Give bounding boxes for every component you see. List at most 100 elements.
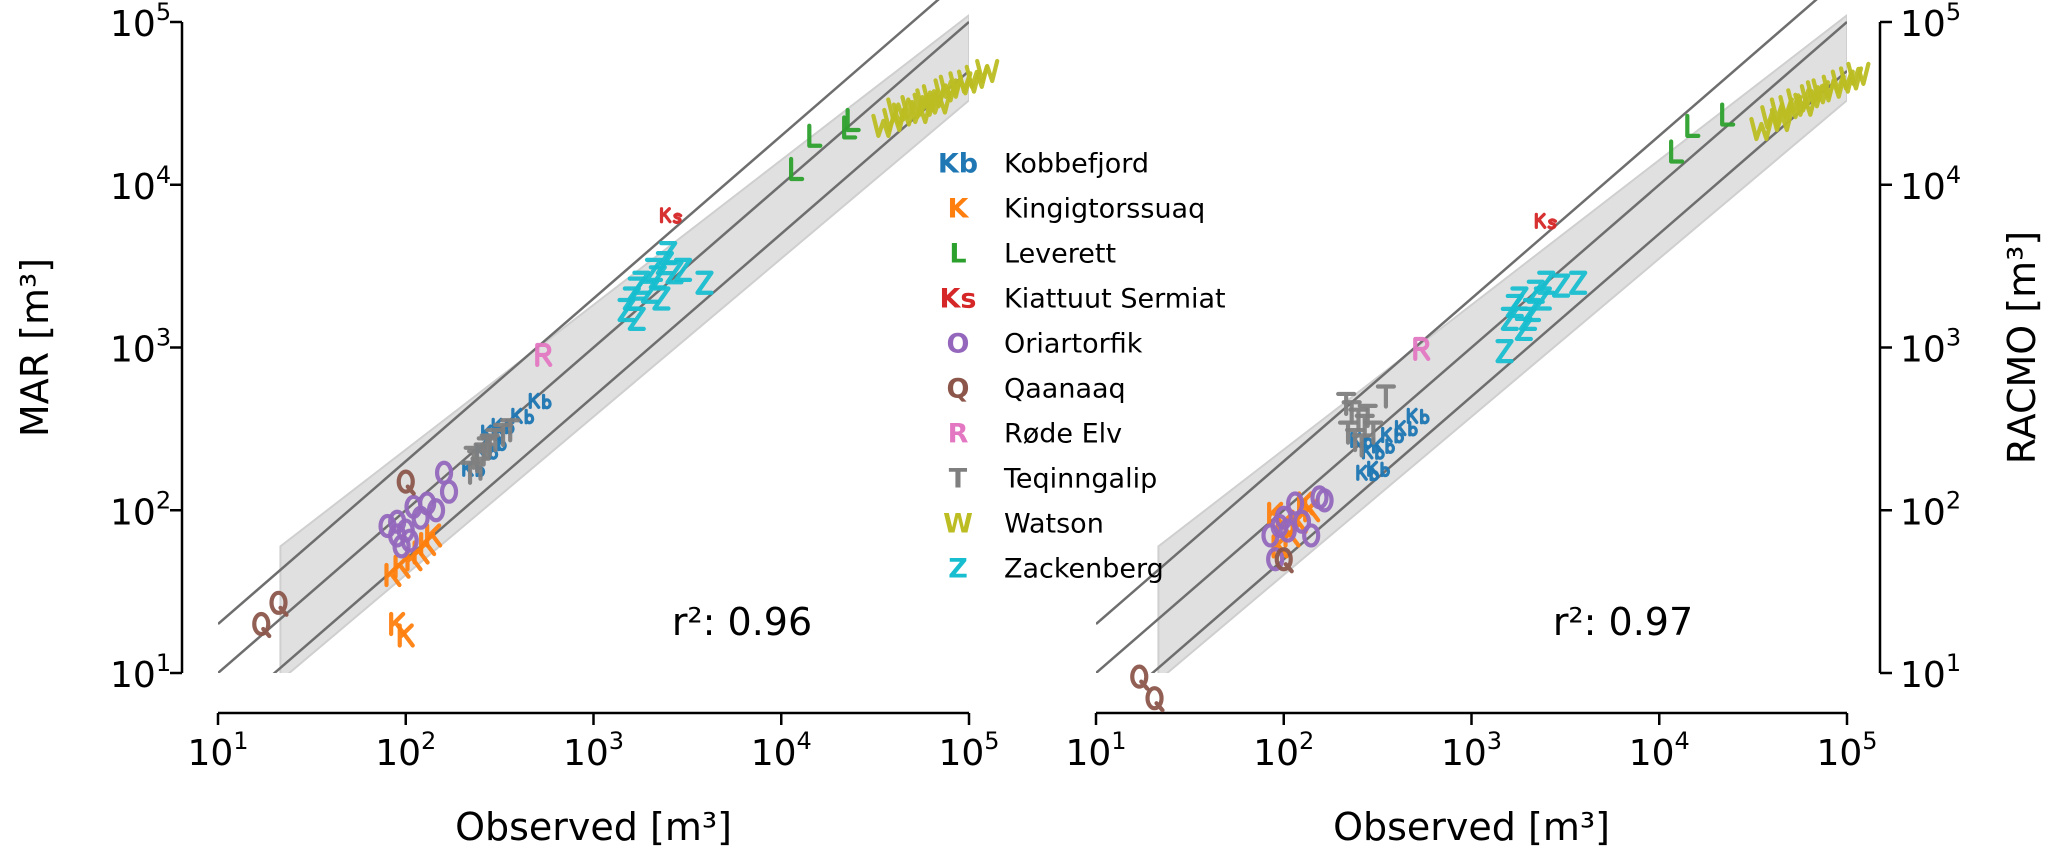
data-point bbox=[789, 156, 805, 182]
series-kiattuut-sermiat bbox=[1534, 212, 1558, 230]
data-point bbox=[933, 78, 958, 103]
legend-marker: Ks bbox=[940, 284, 977, 315]
series-kobbefjord bbox=[1350, 407, 1430, 482]
data-point bbox=[1534, 212, 1558, 230]
data-point bbox=[396, 518, 415, 543]
data-point-glyph bbox=[535, 342, 553, 368]
legend-marker: Kb bbox=[938, 149, 978, 180]
data-point-glyph bbox=[789, 156, 805, 182]
data-point bbox=[1274, 547, 1294, 574]
data-point-glyph bbox=[1367, 460, 1379, 477]
data-point-glyph bbox=[1286, 491, 1305, 516]
data-point bbox=[426, 498, 446, 523]
data-point bbox=[1846, 61, 1871, 86]
data-point-glyph bbox=[528, 392, 541, 409]
legend-label: Røde Elv bbox=[1004, 419, 1122, 450]
data-point-glyph bbox=[1337, 420, 1359, 445]
data-point bbox=[1569, 270, 1588, 295]
data-point-glyph bbox=[426, 498, 446, 523]
data-point-glyph bbox=[1348, 407, 1369, 432]
one-to-one-line bbox=[1096, 21, 1847, 673]
data-point-glyph bbox=[1351, 433, 1372, 458]
data-point-glyph bbox=[1769, 107, 1794, 133]
series-leverett bbox=[789, 107, 861, 182]
y-tick-label: 103 bbox=[110, 324, 171, 371]
panel-left: 101 101 102 102 103 103 104 104 105 105 Observed [… bbox=[13, 0, 1000, 849]
series-teqinngalip bbox=[1336, 384, 1396, 458]
series-leverett bbox=[1669, 102, 1736, 164]
data-point bbox=[1720, 102, 1736, 127]
data-point bbox=[1749, 116, 1774, 142]
tick-exponent: 4 bbox=[156, 161, 171, 189]
data-point-glyph bbox=[1357, 403, 1378, 428]
tick-exponent: 1 bbox=[156, 649, 171, 677]
data-point bbox=[396, 469, 416, 496]
data-point-glyph bbox=[1805, 80, 1831, 105]
data-point-glyph bbox=[1500, 306, 1519, 331]
data-point bbox=[1526, 279, 1545, 304]
tick-exponent: 4 bbox=[1675, 727, 1690, 755]
data-point bbox=[975, 58, 1000, 84]
data-point-glyph bbox=[1669, 139, 1685, 164]
data-point bbox=[1367, 460, 1391, 478]
y-axis-label: RACMO [m³] bbox=[2000, 231, 2044, 464]
data-point-glyph bbox=[497, 435, 507, 452]
data-point bbox=[388, 509, 407, 534]
data-point-glyph bbox=[439, 479, 459, 504]
r-squared-annotation: r²: 0.96 bbox=[672, 600, 812, 644]
tick-exponent: 3 bbox=[1946, 324, 1961, 352]
data-point-glyph bbox=[665, 260, 684, 285]
data-point bbox=[1261, 523, 1280, 548]
legend: Kb Kobbefjord K Kingigtorssuaq L Leverett Ks Ki… bbox=[938, 149, 1226, 585]
data-point bbox=[1286, 491, 1305, 516]
data-point-glyph bbox=[1547, 218, 1558, 230]
data-point-glyph bbox=[652, 286, 671, 311]
data-point-glyph bbox=[1408, 420, 1418, 437]
data-point bbox=[1341, 400, 1362, 425]
data-point bbox=[1145, 686, 1165, 713]
data-point bbox=[1356, 464, 1380, 482]
legend-marker: O bbox=[947, 329, 970, 360]
data-point bbox=[418, 491, 437, 516]
series-watson bbox=[871, 58, 1000, 138]
y-tick-label: 102 bbox=[110, 486, 171, 533]
legend-marker: W bbox=[943, 509, 973, 540]
legend-marker: T bbox=[949, 464, 968, 495]
data-point-glyph bbox=[1406, 407, 1419, 425]
data-point bbox=[1357, 403, 1378, 428]
data-point-glyph bbox=[1274, 505, 1293, 530]
x-tick-label: 102 bbox=[375, 727, 436, 774]
data-point bbox=[659, 207, 683, 224]
data-point-glyph bbox=[1375, 384, 1396, 409]
double-line bbox=[1096, 0, 1818, 625]
data-point-glyph bbox=[1261, 523, 1280, 548]
data-point-glyph bbox=[463, 445, 484, 470]
data-point-glyph bbox=[1846, 61, 1871, 86]
data-point-glyph bbox=[1302, 523, 1321, 548]
data-point bbox=[1500, 306, 1519, 331]
legend-label: Oriartorfik bbox=[1004, 329, 1143, 360]
data-point-glyph bbox=[1315, 488, 1334, 513]
data-point bbox=[842, 115, 858, 140]
data-point-glyph bbox=[1495, 339, 1514, 364]
y-tick-label: 104 bbox=[110, 161, 171, 208]
double-line bbox=[218, 0, 940, 625]
data-point bbox=[886, 97, 911, 122]
data-point bbox=[673, 257, 693, 282]
legend-label: Watson bbox=[1004, 509, 1104, 540]
data-point bbox=[463, 445, 484, 470]
data-point-glyph bbox=[1514, 316, 1533, 342]
data-point-glyph bbox=[388, 509, 407, 534]
series-oriartorfik bbox=[1261, 485, 1334, 572]
tick-exponent: 3 bbox=[609, 727, 624, 755]
data-point-glyph bbox=[1292, 509, 1312, 534]
x-tick-label: 105 bbox=[938, 727, 999, 774]
data-point-glyph bbox=[1537, 270, 1556, 295]
x-axis-label: Observed [m³] bbox=[455, 805, 732, 849]
y-tick-label: 105 bbox=[1900, 0, 1961, 45]
data-point-glyph bbox=[1749, 116, 1774, 142]
data-point bbox=[397, 623, 415, 648]
data-point bbox=[419, 531, 437, 557]
y-tick-label: 101 bbox=[110, 649, 171, 696]
data-point-glyph bbox=[1551, 273, 1571, 298]
